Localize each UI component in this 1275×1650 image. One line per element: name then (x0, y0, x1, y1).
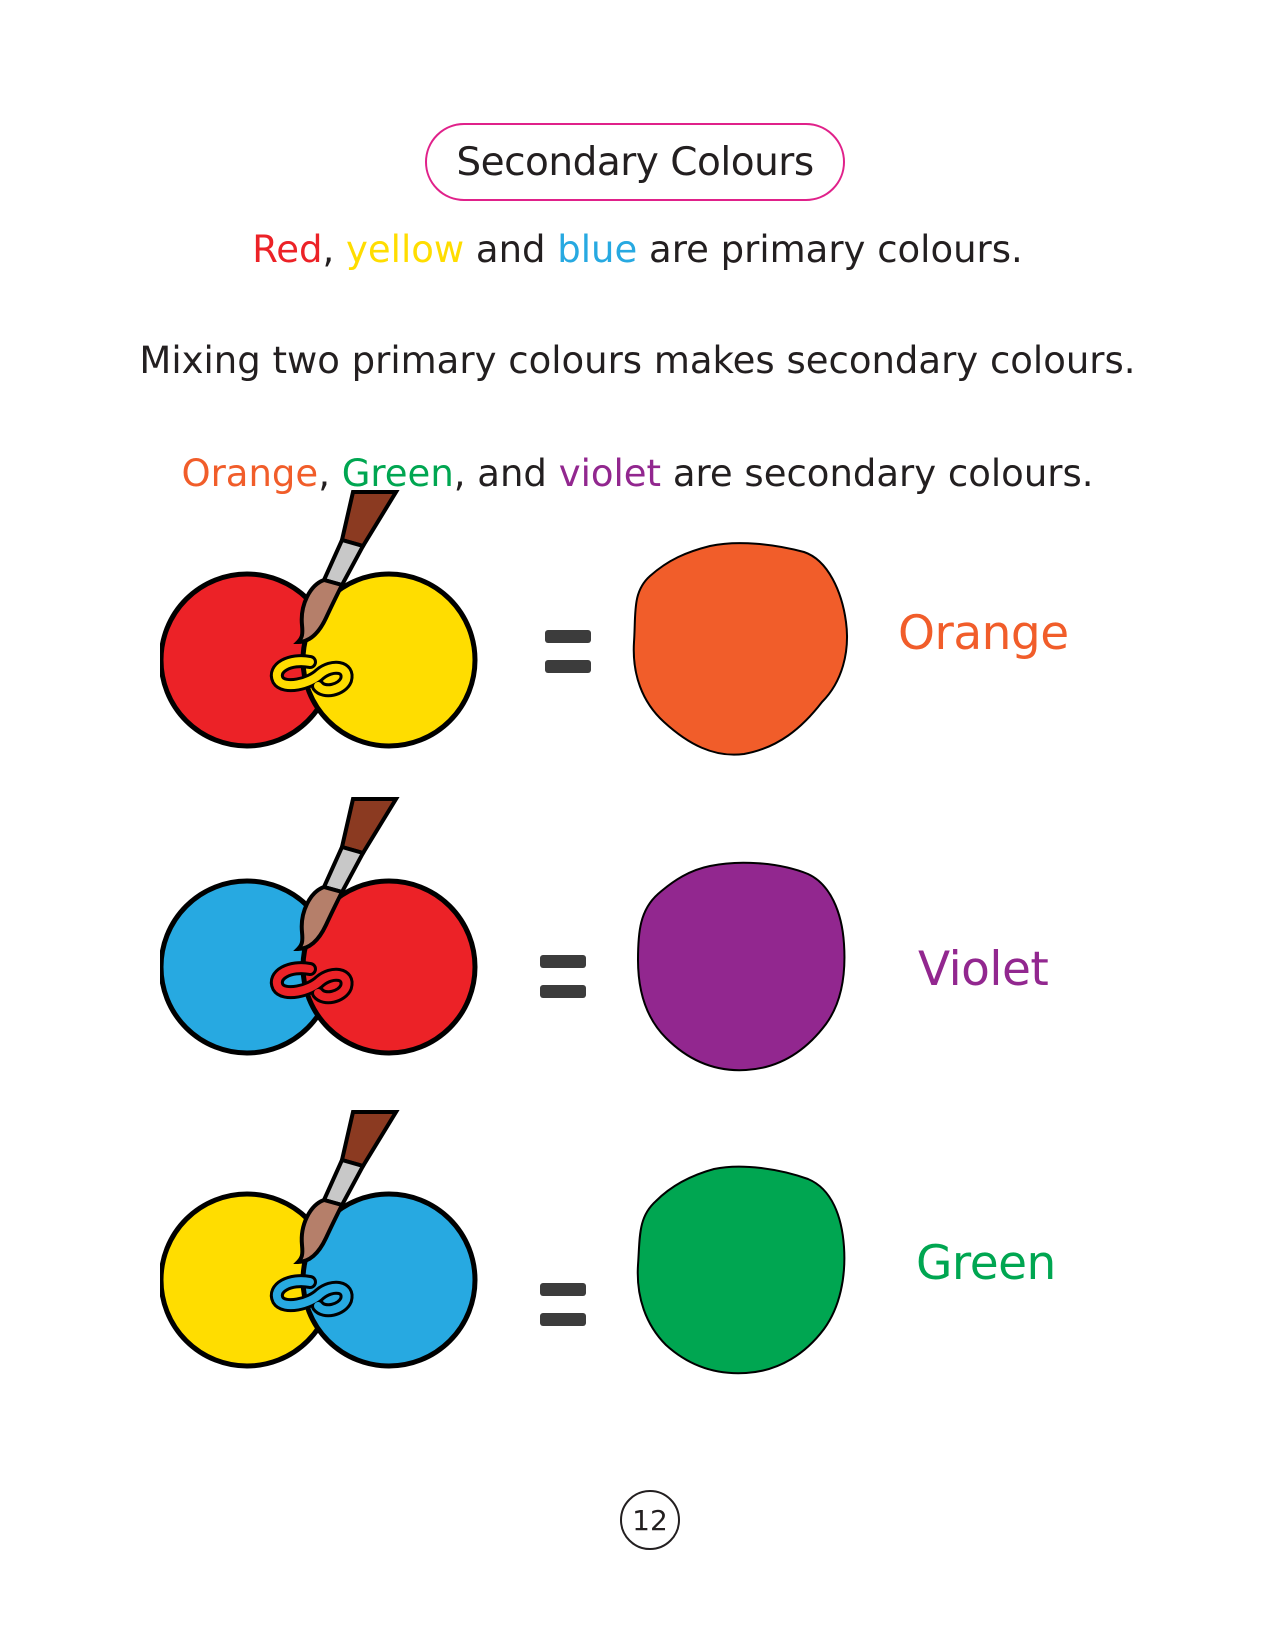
sentence-rest: are secondary colours. (661, 452, 1094, 495)
green-paint-blob (636, 1165, 846, 1375)
equals-bar-bottom (540, 985, 586, 998)
paint-circles (160, 1191, 478, 1369)
equals-bar-bottom (545, 660, 591, 673)
sentence-rest: are primary colours. (637, 228, 1023, 271)
equals-sign (540, 955, 586, 999)
word-blue: blue (557, 228, 638, 271)
equals-bar-top (540, 955, 586, 968)
paint-circles (160, 571, 478, 749)
separator: , (322, 228, 347, 271)
paintbrush-icon (293, 1110, 400, 1265)
mixing-sentence: Mixing two primary colours makes seconda… (139, 339, 1136, 382)
separator: , (318, 452, 342, 495)
page-number: 12 (620, 1490, 680, 1550)
word-orange: Orange (181, 452, 319, 495)
paintbrush-icon (293, 797, 400, 952)
result-label-green: Green (916, 1236, 1056, 1291)
word-violet: violet (558, 452, 662, 495)
equals-bar-top (545, 630, 591, 643)
equals-bar-bottom (540, 1313, 586, 1326)
result-label-violet: Violet (918, 942, 1049, 997)
paint-blend-swirl-fill (272, 1277, 351, 1315)
equals-sign (545, 630, 591, 674)
word-red: Red (252, 228, 323, 271)
orange-paint-blob (632, 542, 848, 756)
paint-circles (160, 878, 478, 1056)
equals-sign (540, 1283, 586, 1327)
mixing-illustration-blue-red (160, 797, 478, 1056)
word-green: Green (341, 452, 454, 495)
mixing-illustration-red-yellow (160, 490, 478, 749)
result-label-orange: Orange (898, 606, 1069, 661)
secondary-colours-sentence: Orange, Green, and violet are secondary … (0, 452, 1275, 495)
mixing-illustration-yellow-blue (160, 1110, 478, 1369)
page-title: Secondary Colours (425, 123, 845, 201)
word-yellow: yellow (346, 228, 465, 271)
paint-blend-swirl-fill (272, 964, 351, 1002)
equals-bar-top (540, 1283, 586, 1296)
paint-blend-swirl-fill (272, 657, 351, 695)
word-and: and (464, 228, 558, 271)
paintbrush-icon (293, 490, 400, 645)
primary-colours-sentence: Red, yellow and blue are primary colours… (0, 228, 1275, 271)
separator-and: , and (453, 452, 559, 495)
violet-paint-blob (636, 861, 846, 1072)
